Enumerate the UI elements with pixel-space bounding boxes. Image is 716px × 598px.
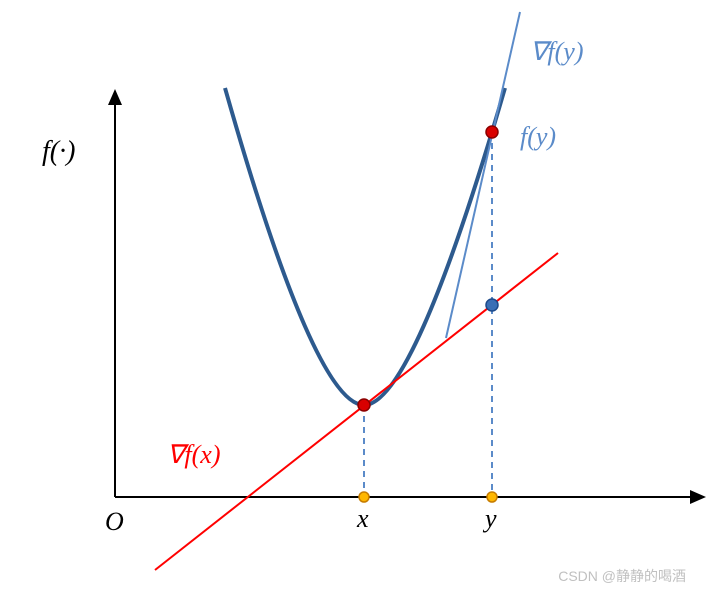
x-axis-arrow xyxy=(690,490,706,504)
point-y-axis xyxy=(487,492,497,502)
point-tangent-y xyxy=(486,299,498,311)
label-y-point: y xyxy=(482,504,497,533)
point-x-axis xyxy=(359,492,369,502)
label-x-point: x xyxy=(356,504,369,533)
plot-canvas: O f(·) x y ∇f(x) ∇f(y) f(y) xyxy=(0,0,716,598)
label-origin: O xyxy=(105,507,124,536)
y-axis-arrow xyxy=(108,89,122,105)
watermark: CSDN @静静的喝酒 xyxy=(558,566,686,586)
curve-f xyxy=(225,88,505,405)
label-grad-fy: ∇f(y) xyxy=(530,37,583,66)
point-fy xyxy=(486,126,498,138)
label-grad-fx: ∇f(x) xyxy=(167,440,220,469)
label-y-axis: f(·) xyxy=(42,136,75,167)
label-fy: f(y) xyxy=(520,122,556,151)
tangent-at-y xyxy=(446,12,520,338)
point-fx xyxy=(358,399,370,411)
